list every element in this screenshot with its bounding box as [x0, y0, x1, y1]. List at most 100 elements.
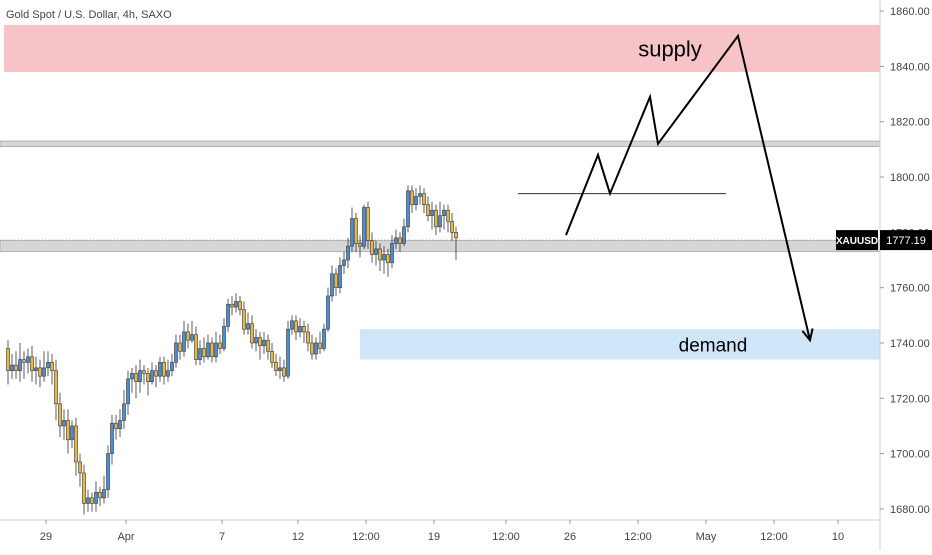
candle-body [66, 420, 70, 441]
candle-105 [426, 196, 430, 222]
candle-4 [22, 351, 26, 379]
candle-97 [394, 229, 398, 249]
candle-body [378, 248, 382, 261]
candle-body [374, 248, 378, 255]
candle-24 [102, 475, 106, 504]
candle-6 [30, 345, 34, 382]
candle-74 [302, 320, 306, 343]
candle-body [434, 209, 438, 228]
candle-45 [186, 323, 190, 349]
candle-81 [330, 265, 334, 302]
y-tick-label: 1680.00 [890, 504, 930, 516]
candle-body [426, 204, 430, 217]
candle-body [286, 328, 290, 377]
candle-67 [274, 354, 278, 377]
candle-72 [294, 315, 298, 341]
candle-0 [6, 340, 10, 385]
candle-body [250, 323, 254, 344]
candle-42 [174, 334, 178, 368]
candle-36 [150, 362, 154, 385]
supply-zone [4, 24, 880, 72]
candle-61 [250, 315, 254, 349]
candle-body [262, 339, 266, 347]
candle-86 [350, 207, 354, 252]
candle-body [18, 359, 22, 371]
x-tick-label: 29 [40, 531, 52, 543]
candle-14 [62, 409, 66, 440]
candle-62 [254, 329, 258, 352]
candle-body [10, 364, 14, 371]
x-tick-label: 12:00 [760, 531, 788, 543]
candle-68 [278, 356, 282, 379]
candle-body [266, 339, 270, 352]
candle-92 [374, 240, 378, 266]
y-tick-label: 1800.00 [890, 172, 930, 184]
candle-47 [194, 326, 198, 366]
candle-102 [414, 188, 418, 211]
candle-11 [50, 354, 54, 385]
candle-23 [98, 486, 102, 507]
candle-82 [334, 268, 338, 296]
candle-body [230, 303, 234, 308]
candle-78 [318, 331, 322, 355]
candle-53 [218, 334, 222, 355]
candle-body [350, 218, 354, 247]
candle-body [46, 362, 50, 369]
candle-body [338, 265, 342, 288]
candle-body [302, 326, 306, 333]
candle-body [130, 373, 134, 380]
candle-body [154, 370, 158, 377]
candle-body [330, 273, 334, 297]
candle-body [218, 342, 222, 349]
candle-body [422, 193, 426, 205]
candle-body [410, 190, 414, 205]
candle-body [94, 492, 98, 504]
candle-body [406, 190, 410, 228]
candle-3 [18, 342, 22, 382]
y-tick-label: 1720.00 [890, 393, 930, 405]
candle-body [70, 425, 74, 441]
candle-body [26, 356, 30, 363]
candle-body [118, 420, 122, 430]
candle-body [334, 273, 338, 288]
candle-body [346, 245, 350, 261]
candle-25 [106, 445, 110, 498]
y-tick-label: 1700.00 [890, 449, 930, 461]
candle-77 [314, 337, 318, 360]
candle-98 [398, 232, 402, 252]
last-price-tag [880, 230, 932, 251]
candle-108 [438, 201, 442, 233]
candle-55 [226, 298, 230, 332]
candle-71 [290, 315, 294, 335]
candle-body [174, 342, 178, 363]
candle-27 [114, 414, 118, 440]
candle-58 [238, 295, 242, 316]
candle-39 [162, 356, 166, 385]
candle-57 [234, 293, 238, 313]
candle-body [274, 362, 278, 371]
candle-body [214, 342, 218, 358]
candle-body [246, 323, 250, 330]
candle-body [398, 237, 402, 244]
last-price-label: 1777.19 [886, 235, 926, 247]
x-tick-label: Apr [117, 531, 134, 543]
candle-17 [74, 417, 78, 476]
candle-5 [26, 348, 30, 374]
candle-body [38, 367, 42, 377]
candle-41 [170, 354, 174, 377]
candle-body [270, 350, 274, 363]
symbol-tag [836, 230, 878, 251]
candle-body [242, 309, 246, 330]
x-tick-label: 12 [292, 531, 304, 543]
candle-body [186, 331, 190, 341]
candle-32 [134, 365, 138, 399]
candle-54 [222, 318, 226, 352]
candle-body [314, 342, 318, 355]
x-tick-label: 12:00 [492, 531, 520, 543]
candle-33 [138, 359, 142, 393]
candle-body [122, 403, 126, 421]
candle-body [106, 453, 110, 490]
